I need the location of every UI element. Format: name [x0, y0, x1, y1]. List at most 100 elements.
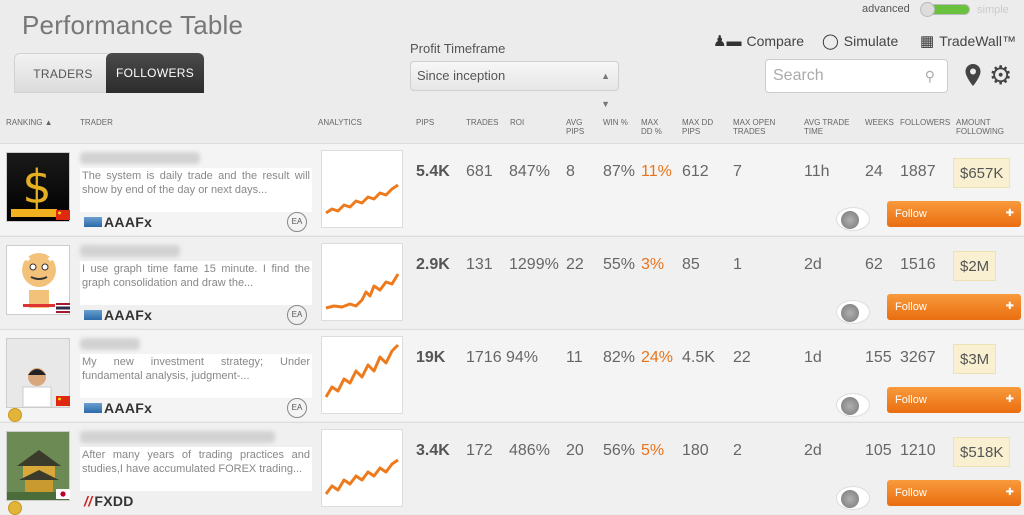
pips-value: 3.4K	[416, 442, 450, 459]
win-value: 55%	[603, 256, 636, 273]
col-max-open[interactable]: MAX OPEN TRADES	[733, 118, 776, 136]
table-row[interactable]: $ The system is daily trade and the resu…	[0, 143, 1024, 235]
col-max-dd-pips[interactable]: MAX DD PIPS	[682, 118, 714, 136]
chat-bubble-icon[interactable]	[836, 207, 870, 231]
gear-icon[interactable]: ⚙	[989, 60, 1013, 90]
profit-timeframe-select[interactable]: Since inception ▲ ▼	[410, 61, 619, 109]
toggle-knob[interactable]	[920, 2, 935, 17]
chat-bubble-icon[interactable]	[836, 300, 870, 324]
col-avg-time[interactable]: AVG TRADE TIME	[804, 118, 850, 136]
ea-badge: EA	[287, 212, 307, 232]
avatar[interactable]: $	[6, 152, 70, 222]
location-pin-icon[interactable]	[964, 63, 982, 87]
table-row[interactable]: My new investment strategy; Under fundam…	[0, 329, 1024, 422]
medal-icon	[8, 408, 22, 422]
compare-label: Compare	[746, 33, 805, 49]
avg-pips-value: 11	[566, 349, 583, 366]
trader-name-blurred[interactable]	[80, 338, 140, 350]
col-avg-pips[interactable]: AVG PIPS	[566, 118, 585, 136]
col-analytics[interactable]: ANALYTICS	[318, 118, 362, 127]
tradewall-button[interactable]: ▦ TradeWall™	[920, 32, 1016, 50]
trader-name-blurred[interactable]	[80, 152, 200, 164]
plus-icon: ✚	[1005, 301, 1014, 312]
win-value: 82%	[603, 349, 636, 366]
select-arrow-icon: ▲ ▼	[601, 71, 610, 109]
max-dd-value: 11%	[641, 163, 672, 180]
roi-value: 1299%	[509, 256, 559, 273]
roi-value: 847%	[509, 163, 550, 180]
max-dd-value: 24%	[641, 349, 674, 366]
flag-icon	[56, 396, 70, 406]
col-win[interactable]: WIN %	[603, 118, 628, 127]
tab-traders[interactable]: TRADERS	[14, 53, 112, 93]
trader-description: I use graph time fame 15 minute. I find …	[80, 261, 312, 305]
broker-name: AAAFx	[104, 307, 153, 323]
trader-name-blurred[interactable]	[80, 431, 275, 443]
col-trades[interactable]: TRADES	[466, 118, 499, 127]
profit-timeframe-label: Profit Timeframe	[410, 41, 506, 56]
avatar-image	[17, 253, 61, 308]
analytics-sparkline[interactable]	[321, 429, 403, 507]
analytics-sparkline[interactable]	[321, 150, 403, 228]
follow-label: Follow	[895, 394, 927, 406]
follow-label: Follow	[895, 487, 927, 499]
mode-toggle[interactable]	[920, 2, 970, 17]
col-pips[interactable]: PIPS	[416, 118, 435, 127]
follow-button[interactable]: Follow ✚	[887, 201, 1021, 227]
avg-pips-value: 20	[566, 442, 584, 459]
table-row[interactable]: I use graph time fame 15 minute. I find …	[0, 236, 1024, 328]
broker-logo: AAAFx	[84, 307, 152, 323]
trader-name-blurred[interactable]	[80, 245, 180, 257]
col-trader[interactable]: TRADER	[80, 118, 113, 127]
col-ranking[interactable]: RANKING ▲	[6, 118, 53, 127]
avatar-image	[7, 339, 69, 407]
chat-avatar-icon	[841, 304, 859, 322]
amount-following: $2M	[953, 251, 997, 281]
avg-time-value: 11h	[804, 163, 830, 180]
follow-label: Follow	[895, 208, 927, 220]
table-row[interactable]: After many years of trading practices an…	[0, 422, 1024, 515]
broker-logo: AAAFx	[84, 400, 152, 416]
profit-timeframe-value: Since inception	[417, 68, 506, 83]
broker-name: AAAFx	[104, 214, 153, 230]
max-open-value: 7	[733, 163, 742, 180]
search-placeholder: Search	[773, 67, 824, 84]
avatar[interactable]	[6, 431, 70, 501]
plus-icon: ✚	[1005, 487, 1014, 498]
weeks-value: 62	[865, 256, 883, 273]
chat-bubble-icon[interactable]	[836, 486, 870, 510]
col-roi[interactable]: ROI	[510, 118, 525, 127]
avg-time-value: 2d	[804, 442, 822, 459]
chat-bubble-icon[interactable]	[836, 393, 870, 417]
search-input[interactable]: Search ⚲	[765, 59, 948, 93]
col-weeks[interactable]: WEEKS	[865, 118, 894, 127]
sparkline-chart	[324, 458, 399, 495]
sparkline-chart	[325, 273, 400, 310]
col-max-dd-pct[interactable]: MAX DD %	[641, 118, 662, 136]
avg-time-value: 2d	[804, 256, 822, 273]
broker-logo-icon: //	[84, 493, 93, 509]
search-icon[interactable]: ⚲	[924, 68, 935, 84]
compare-button[interactable]: ♟▬ Compare	[713, 32, 804, 50]
win-value: 56%	[603, 442, 636, 459]
win-value: 87%	[603, 163, 636, 180]
chat-avatar-icon	[841, 490, 859, 508]
follow-button[interactable]: Follow ✚	[887, 387, 1021, 413]
broker-logo-icon	[84, 403, 102, 413]
analytics-sparkline[interactable]	[321, 336, 403, 414]
roi-value: 486%	[509, 442, 550, 459]
avatar[interactable]	[6, 245, 70, 315]
weeks-value: 105	[865, 442, 892, 459]
follow-button[interactable]: Follow ✚	[887, 480, 1021, 506]
col-followers[interactable]: FOLLOWERS	[900, 118, 951, 127]
tab-followers[interactable]: FOLLOWERS	[106, 53, 204, 93]
follow-button[interactable]: Follow ✚	[887, 294, 1021, 320]
avatar[interactable]	[6, 338, 70, 408]
chat-avatar-icon	[841, 211, 859, 229]
simulate-button[interactable]: ◯ Simulate	[822, 32, 898, 50]
chat-avatar-icon	[841, 397, 859, 415]
col-amount[interactable]: AMOUNT FOLLOWING	[956, 118, 1005, 136]
page-title: Performance Table	[22, 10, 244, 40]
analytics-sparkline[interactable]	[321, 243, 403, 321]
sparkline-chart	[325, 183, 399, 215]
